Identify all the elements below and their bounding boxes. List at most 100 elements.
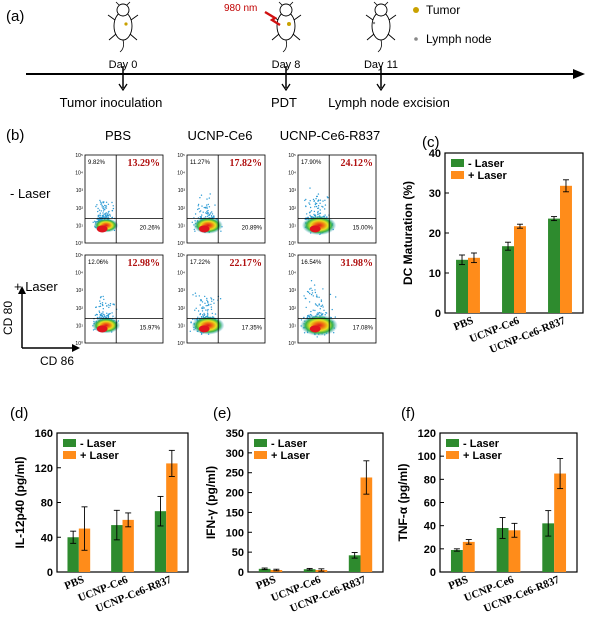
legend-entry: - Laser [271, 438, 308, 450]
flow-event [211, 312, 213, 315]
bar-minus-laser [542, 523, 555, 572]
flow-event [112, 207, 115, 210]
flow-event [207, 302, 209, 304]
y-tick-label: 40 [41, 532, 53, 544]
mouse-icon-day11 [365, 1, 397, 53]
y-tick-label: 0 [47, 567, 53, 579]
flow-event [207, 303, 210, 306]
y-tick-label: 20 [429, 228, 441, 240]
event-day-0: Day 0 [109, 59, 138, 71]
flow-event [94, 220, 96, 222]
flow-event [107, 213, 109, 215]
flow-density-core [198, 325, 210, 333]
flow-event [100, 202, 103, 204]
y-tick-label: 50 [232, 547, 244, 559]
flow-y-tick-label: 10⁵ [288, 253, 296, 259]
y-tick-label: 0 [238, 567, 244, 579]
panel-a: (a) 980 nm Tumor Lymph node Day 0 Tumor … [6, 1, 585, 110]
legend-swatch [446, 451, 459, 459]
flow-event [322, 306, 324, 308]
y-tick-label: 100 [226, 527, 244, 539]
flow-event [309, 292, 311, 295]
flow-event [195, 307, 197, 309]
flow-event [331, 308, 333, 311]
flow-y-tick-label: 10⁴ [288, 271, 296, 277]
flow-event [317, 213, 319, 216]
flow-axis-indicator [21, 292, 74, 349]
flow-event [312, 309, 314, 311]
bar-plus-laser [122, 519, 134, 572]
flow-event [310, 310, 312, 313]
panel-b-label: (b) [6, 127, 24, 144]
flow-y-tick-label: 10⁵ [177, 153, 185, 159]
legend-swatch [451, 159, 464, 167]
flow-event [102, 295, 104, 298]
flow-y-tick-label: 10³ [178, 288, 186, 294]
y-tick-label: 200 [226, 488, 244, 500]
flow-event [207, 300, 209, 303]
flow-event [201, 214, 203, 216]
bar-plus-laser [462, 541, 475, 572]
flow-event [204, 302, 206, 304]
flow-y-tick-label: 10⁴ [177, 271, 185, 277]
flow-event [319, 209, 321, 211]
flow-event [207, 213, 209, 215]
flow-event [106, 215, 108, 217]
flow-event [318, 296, 320, 298]
flow-y-tick-label: 10⁴ [75, 171, 83, 177]
flow-event [211, 211, 213, 213]
flow-y-tick-label: 10¹ [76, 223, 84, 229]
flow-y-tick-label: 10¹ [289, 223, 297, 229]
flow-event [99, 212, 102, 214]
flow-event [317, 305, 319, 307]
bar-plus-laser [468, 257, 480, 313]
flow-event [305, 306, 307, 309]
flow-event [207, 209, 209, 212]
legend-swatch [63, 439, 76, 447]
laser-label: 980 nm [224, 3, 257, 14]
flow-event [199, 197, 201, 199]
flow-event [204, 295, 206, 298]
flow-event [305, 205, 307, 208]
y-tick-label: 80 [41, 498, 53, 510]
flow-event [208, 206, 211, 208]
flow-event [96, 218, 98, 220]
flow-event [206, 204, 208, 206]
y-tick-label: 60 [424, 498, 436, 510]
flow-event [206, 207, 208, 209]
flow-event [190, 321, 192, 323]
flow-density-core [309, 225, 321, 233]
flow-event [201, 310, 204, 312]
y-tick-label: 30 [429, 188, 441, 200]
flow-event [314, 289, 316, 291]
flow-event [320, 299, 323, 301]
flow-event [194, 292, 197, 294]
flow-event [201, 307, 203, 309]
flow-event [309, 288, 311, 290]
quadrant-lr-value: 15.00% [353, 225, 374, 231]
flow-event [197, 208, 199, 211]
bar-plus-laser [554, 473, 567, 572]
flow-event [210, 303, 212, 306]
event-day-1: Day 8 [272, 59, 301, 71]
flow-event [309, 214, 311, 217]
flow-event [306, 290, 309, 293]
y-tick-label: 150 [226, 507, 244, 519]
flow-event [324, 314, 326, 316]
legend-tumor: Tumor [426, 3, 460, 17]
flow-event [318, 311, 321, 314]
flow-event [198, 295, 200, 297]
flow-event [100, 296, 102, 298]
flow-event [206, 299, 208, 301]
flow-event [315, 304, 318, 306]
bar-plus-laser [360, 477, 373, 572]
bar-minus-laser [111, 525, 123, 572]
flow-event [103, 298, 105, 301]
flow-event [206, 215, 209, 217]
flow-event [309, 200, 311, 202]
flow-event [102, 206, 105, 208]
flow-event [199, 313, 202, 315]
flow-y-tick-label: 10² [76, 306, 84, 312]
flow-event [314, 203, 317, 206]
flow-event [101, 314, 103, 316]
